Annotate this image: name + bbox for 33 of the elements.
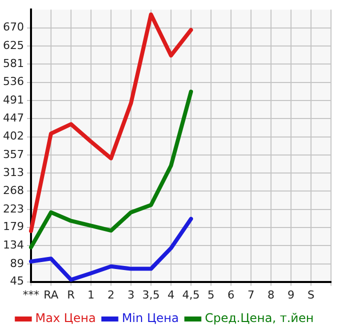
- x-tick-label: R: [67, 288, 76, 302]
- y-tick-label: 45: [10, 274, 24, 288]
- x-tick-label: 8: [268, 288, 274, 302]
- y-tick-label: 313: [2, 166, 24, 179]
- y-tick-label: 89: [10, 256, 24, 270]
- legend-label: Max Цена: [35, 311, 96, 326]
- legend-label: Сред.Цена, т.йен: [204, 311, 314, 326]
- x-tick-label: 9: [288, 288, 294, 302]
- y-tick-label: 223: [2, 202, 24, 216]
- y-tick-label: 536: [2, 75, 24, 88]
- x-tick-label: 4,5: [182, 288, 200, 302]
- y-tick-label: 179: [2, 220, 24, 234]
- y-tick-label: 134: [2, 238, 24, 252]
- legend-label: Min Цена: [122, 311, 179, 326]
- x-tick-label: 1: [87, 288, 94, 302]
- x-tick-label: 3: [127, 288, 134, 302]
- x-tick-label: 5: [208, 288, 214, 302]
- x-tick-label: 4: [168, 288, 174, 302]
- y-tick-label: 491: [2, 93, 24, 106]
- y-tick-label: 670: [2, 20, 24, 34]
- y-tick-label: 357: [2, 148, 24, 161]
- x-tick-label: ***: [22, 288, 40, 302]
- y-tick-label: 581: [2, 56, 24, 70]
- x-tick-label: S: [308, 288, 315, 302]
- x-tick-label: 6: [228, 288, 234, 302]
- y-tick-label: 625: [2, 39, 24, 52]
- x-tick-label: 2: [107, 288, 114, 302]
- y-tick-label: 447: [2, 111, 24, 124]
- y-tick-label: 268: [2, 184, 24, 198]
- y-tick-label: 402: [2, 130, 24, 143]
- x-tick-label: 7: [248, 288, 254, 302]
- x-tick-label: RA: [44, 288, 59, 302]
- x-tick-label: 3,5: [142, 288, 160, 302]
